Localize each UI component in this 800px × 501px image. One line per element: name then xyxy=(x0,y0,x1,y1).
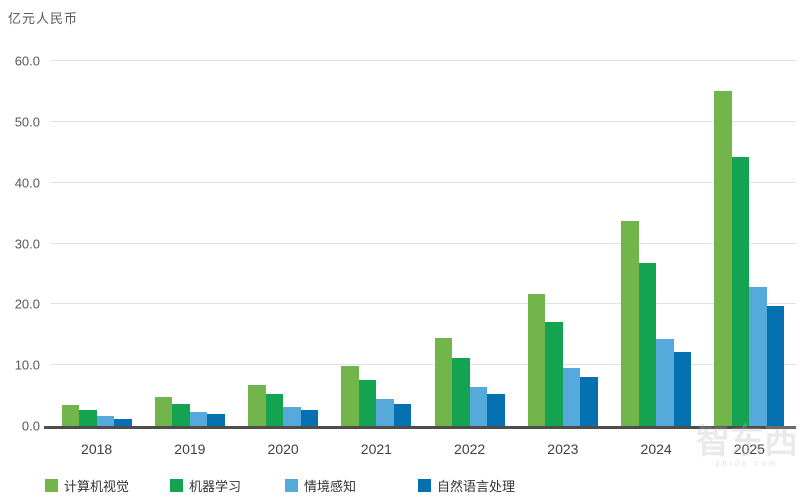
x-tick-label: 2023 xyxy=(547,441,579,457)
bar xyxy=(61,405,80,426)
y-tick-label: 30.0 xyxy=(14,236,40,251)
bar-group-2018 xyxy=(61,61,132,426)
bar xyxy=(656,339,674,426)
bar-group-2019 xyxy=(154,61,225,426)
x-tick-label: 2024 xyxy=(640,441,672,457)
y-axis-title: 亿元人民币 xyxy=(8,11,79,26)
bar xyxy=(96,416,115,426)
y-tick-label: 20.0 xyxy=(14,296,40,312)
gridline xyxy=(50,181,796,183)
x-tick-label: 2018 xyxy=(81,441,113,457)
bar xyxy=(207,414,225,426)
legend-item: 情境感知 xyxy=(285,476,418,495)
legend-label: 自然语言处理 xyxy=(437,479,516,494)
y-axis-labels: 0.0 10.0 20.0 30.0 40.0 50.0 60.0 xyxy=(0,55,40,433)
bar-group-2021 xyxy=(341,61,412,426)
gridline xyxy=(50,120,796,122)
legend-item: 机器学习 xyxy=(170,476,285,495)
bar xyxy=(300,410,319,426)
bar xyxy=(621,221,639,426)
x-tick-label: 2021 xyxy=(360,441,392,457)
bar xyxy=(154,396,173,426)
bar-group-2022 xyxy=(434,61,505,426)
legend-label: 机器学习 xyxy=(189,479,242,494)
x-axis-labels: 2018 2019 2020 2021 2022 2023 2024 2025 xyxy=(50,441,796,457)
bar xyxy=(673,351,692,426)
x-tick-label: 2019 xyxy=(174,441,206,457)
gridline xyxy=(50,303,796,305)
bar-groups xyxy=(50,61,796,426)
bar-group-2025 xyxy=(714,61,785,426)
legend-label: 计算机视觉 xyxy=(64,479,130,494)
legend-item: 自然语言处理 xyxy=(418,476,515,495)
bar xyxy=(714,91,732,426)
x-axis-line xyxy=(44,426,796,429)
y-tick-label: 10.0 xyxy=(14,357,40,373)
legend-swatch-icon xyxy=(418,479,431,492)
bar xyxy=(283,406,301,426)
watermark-subtext: zhidx.com xyxy=(715,459,779,469)
bar-group-2023 xyxy=(527,61,598,426)
gridline xyxy=(50,364,796,366)
bar-group-2020 xyxy=(248,61,319,426)
bar xyxy=(527,294,546,426)
x-tick-label: 2022 xyxy=(454,441,486,457)
y-tick-label: 40.0 xyxy=(14,175,40,191)
legend-label: 情境感知 xyxy=(304,479,357,494)
bar xyxy=(172,404,190,426)
bar xyxy=(638,262,657,426)
gridline xyxy=(50,60,796,61)
bar xyxy=(393,403,412,426)
bar xyxy=(731,157,750,426)
legend-swatch-icon xyxy=(285,479,298,492)
bar xyxy=(434,338,453,426)
y-tick-label: 50.0 xyxy=(14,114,40,130)
legend-swatch-icon xyxy=(170,479,183,492)
legend: 计算机视觉 机器学习 情境感知 自然语言处理 xyxy=(45,476,515,495)
bar xyxy=(545,321,563,426)
bar xyxy=(114,418,132,426)
bar xyxy=(376,399,394,426)
y-tick-label: 0.0 xyxy=(21,418,40,434)
legend-swatch-icon xyxy=(45,479,58,492)
bar xyxy=(265,394,284,426)
x-tick-label: 2020 xyxy=(267,441,299,457)
bar xyxy=(452,358,470,426)
bar xyxy=(341,366,359,426)
bar xyxy=(487,393,505,426)
bar xyxy=(749,286,767,426)
bar xyxy=(580,377,598,426)
bar xyxy=(248,384,266,426)
plot-area xyxy=(50,60,796,426)
gridline xyxy=(50,242,796,244)
bar xyxy=(79,410,97,426)
bar-group-2024 xyxy=(621,61,692,426)
bar xyxy=(469,387,488,426)
bar xyxy=(562,368,581,426)
bar xyxy=(189,412,208,426)
legend-item: 计算机视觉 xyxy=(45,476,170,495)
bar xyxy=(358,380,377,426)
x-tick-label: 2025 xyxy=(733,441,765,457)
y-tick-label: 60.0 xyxy=(14,53,40,69)
bar xyxy=(766,305,785,426)
